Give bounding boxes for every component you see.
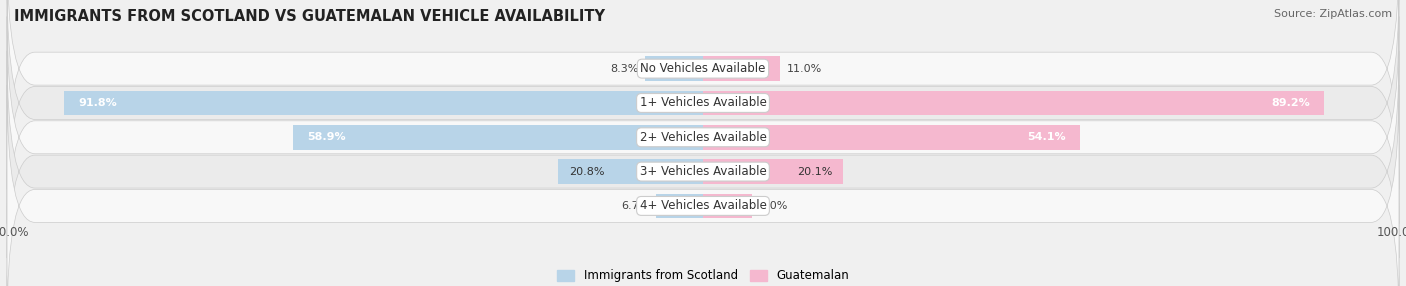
Text: 6.7%: 6.7%: [621, 201, 650, 211]
Text: 2+ Vehicles Available: 2+ Vehicles Available: [640, 131, 766, 144]
FancyBboxPatch shape: [7, 51, 1399, 286]
Text: 89.2%: 89.2%: [1271, 98, 1310, 108]
Text: 58.9%: 58.9%: [307, 132, 346, 142]
Bar: [703, 56, 779, 81]
Text: 20.1%: 20.1%: [797, 167, 832, 176]
Text: 4+ Vehicles Available: 4+ Vehicles Available: [640, 199, 766, 212]
Bar: [65, 91, 703, 115]
FancyBboxPatch shape: [7, 17, 1399, 258]
Text: Source: ZipAtlas.com: Source: ZipAtlas.com: [1274, 9, 1392, 19]
FancyBboxPatch shape: [7, 85, 1399, 286]
Bar: [703, 194, 752, 218]
Bar: [703, 159, 842, 184]
Bar: [645, 56, 703, 81]
Text: 20.8%: 20.8%: [568, 167, 605, 176]
Bar: [657, 194, 703, 218]
Text: 54.1%: 54.1%: [1026, 132, 1066, 142]
Bar: [558, 159, 703, 184]
Bar: [703, 91, 1324, 115]
Legend: Immigrants from Scotland, Guatemalan: Immigrants from Scotland, Guatemalan: [557, 269, 849, 282]
Text: 3+ Vehicles Available: 3+ Vehicles Available: [640, 165, 766, 178]
Bar: [703, 125, 1080, 150]
Text: IMMIGRANTS FROM SCOTLAND VS GUATEMALAN VEHICLE AVAILABILITY: IMMIGRANTS FROM SCOTLAND VS GUATEMALAN V…: [14, 9, 605, 23]
Text: 91.8%: 91.8%: [77, 98, 117, 108]
FancyBboxPatch shape: [7, 0, 1399, 224]
Text: 1+ Vehicles Available: 1+ Vehicles Available: [640, 96, 766, 110]
Text: No Vehicles Available: No Vehicles Available: [640, 62, 766, 75]
Bar: [292, 125, 703, 150]
Text: 11.0%: 11.0%: [786, 64, 821, 74]
Text: 8.3%: 8.3%: [610, 64, 638, 74]
Text: 7.0%: 7.0%: [759, 201, 787, 211]
FancyBboxPatch shape: [7, 0, 1399, 189]
